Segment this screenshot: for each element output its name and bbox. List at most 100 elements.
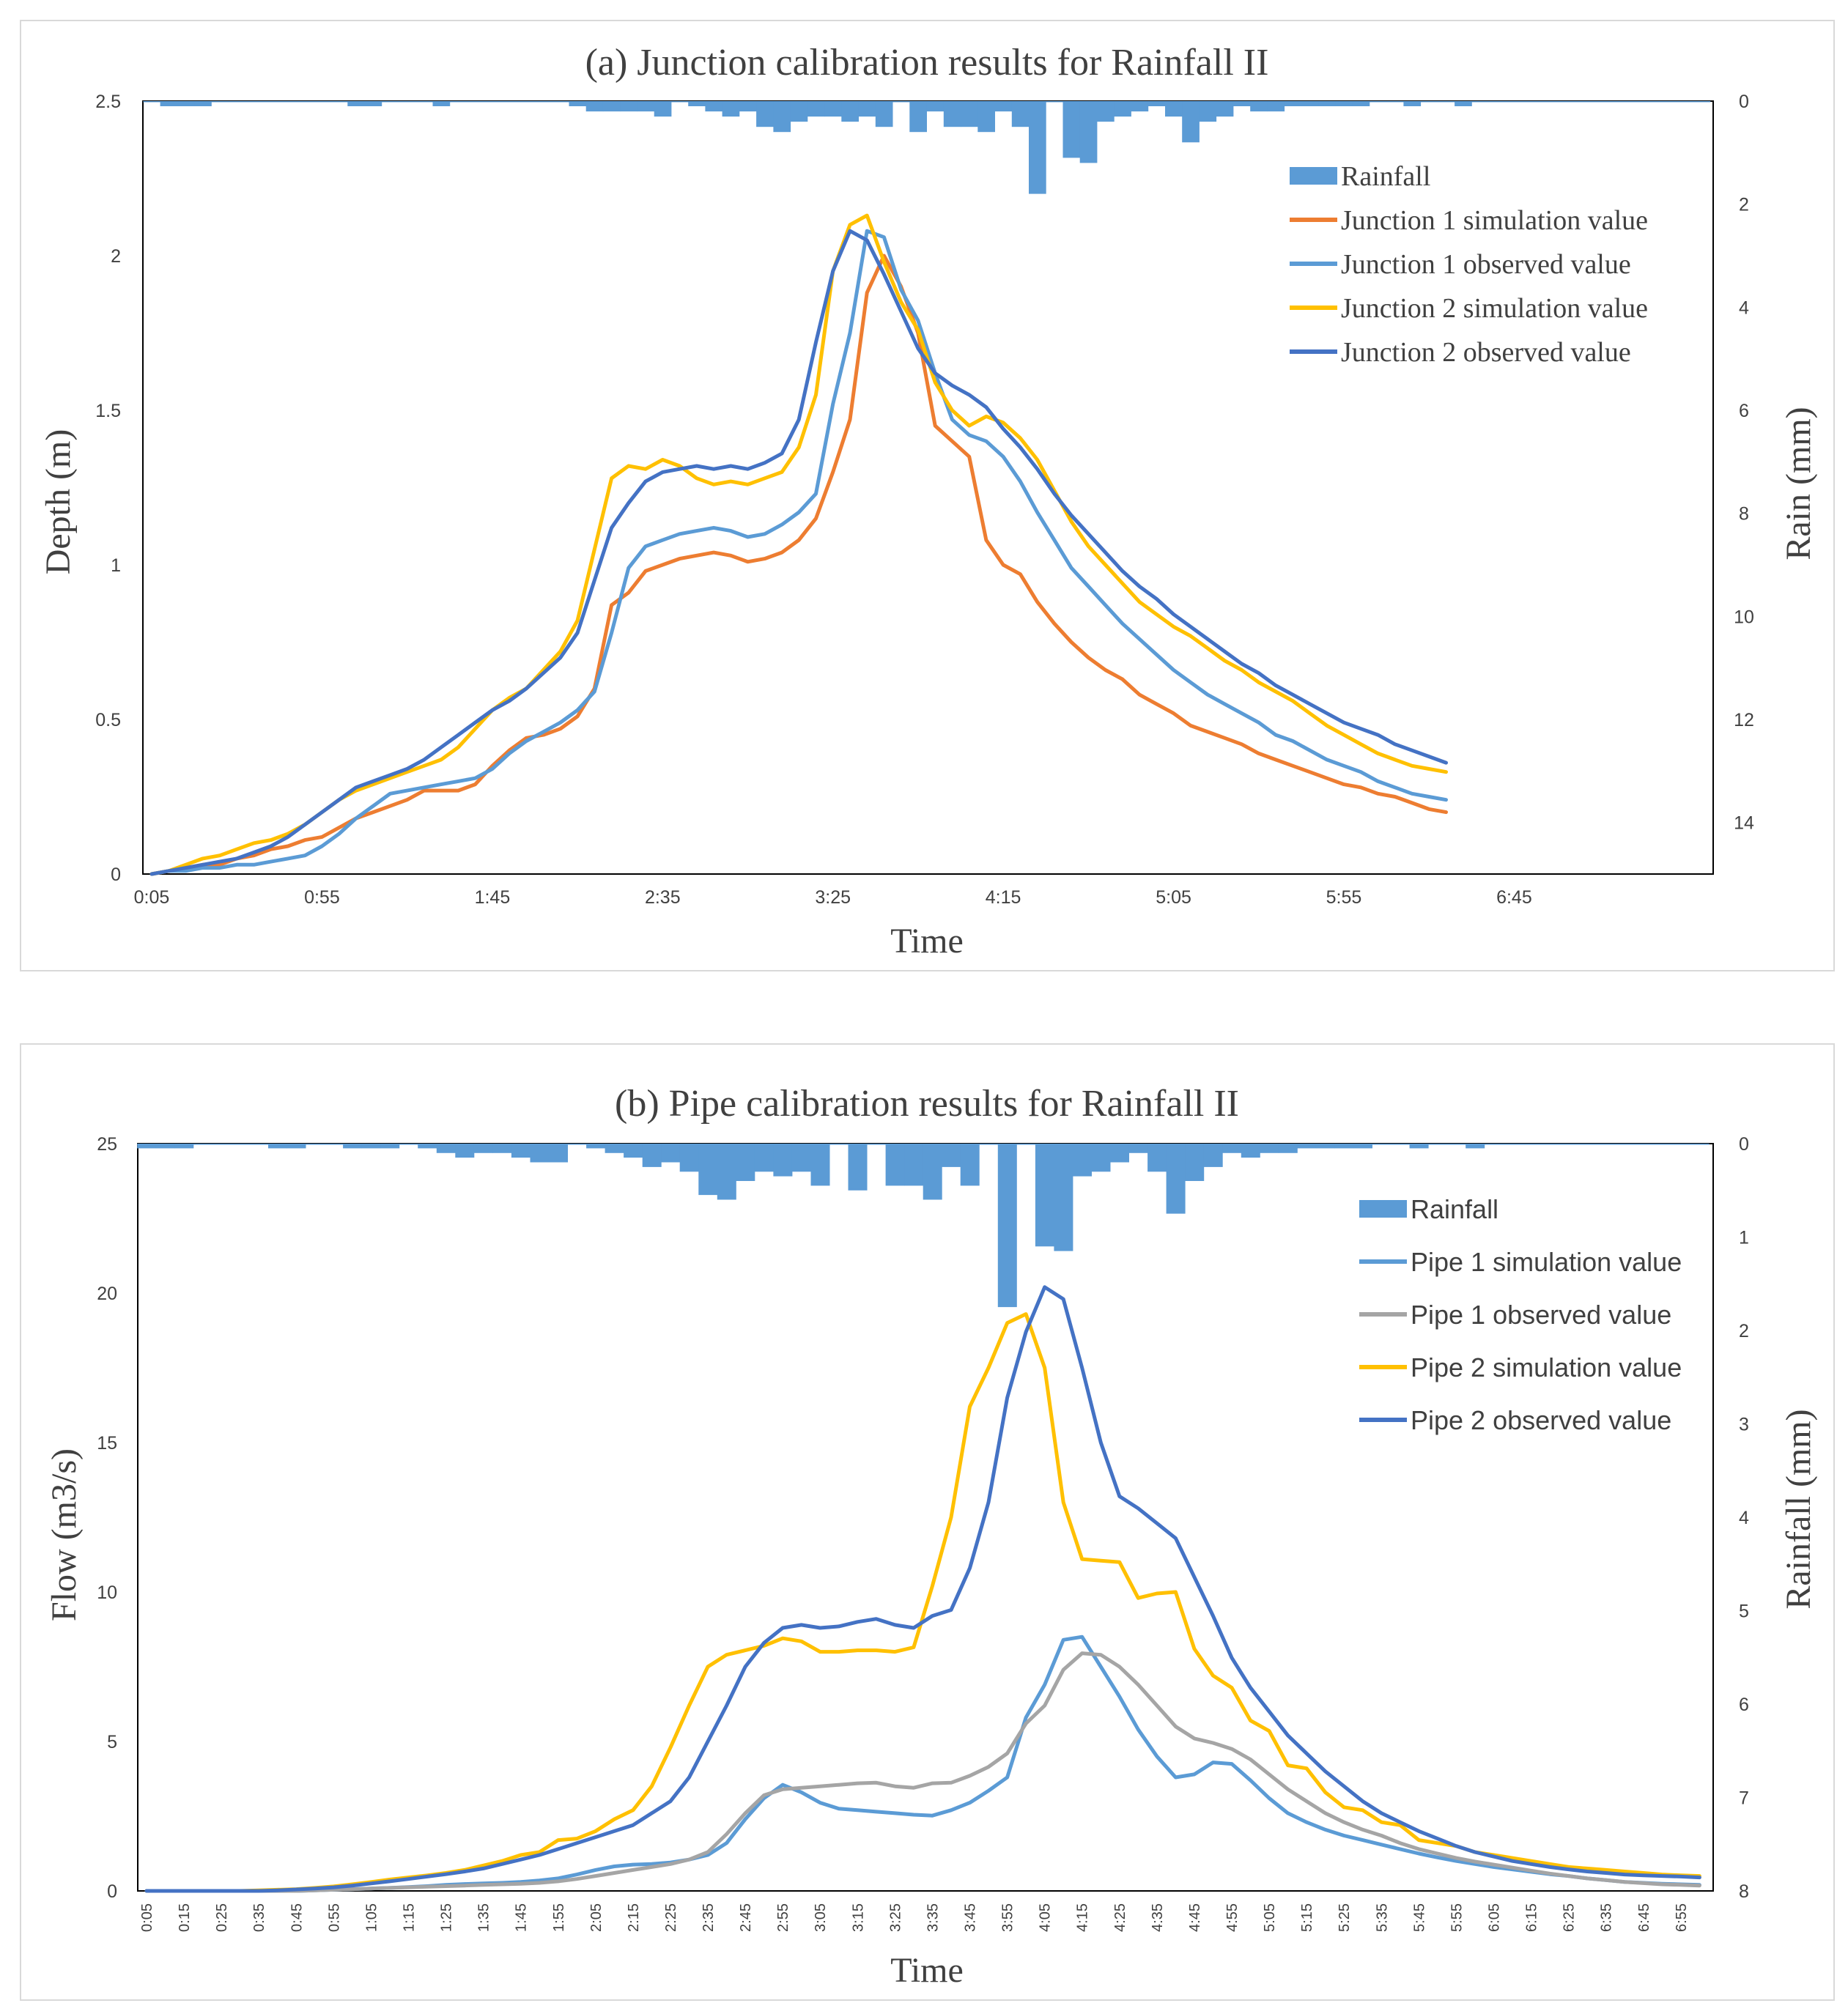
rainfall-bar [1503, 1144, 1523, 1145]
rainfall-bar [1250, 101, 1268, 112]
series-line-3 [149, 213, 1448, 876]
rainfall-bar [717, 1144, 736, 1200]
rainfall-bar [977, 101, 995, 133]
x-tick-label: 1:45 [475, 887, 511, 908]
x-tick-label: 5:55 [1449, 1903, 1465, 1932]
y2-tick-label: 8 [1739, 1881, 1749, 1902]
rainfall-bar [1091, 1144, 1111, 1172]
y2-tick-label: 6 [1739, 1695, 1749, 1715]
rainfall-bar [1521, 1144, 1541, 1145]
rainfall-bar [1559, 1144, 1578, 1145]
rainfall-bar [1573, 101, 1592, 103]
rainfall-bar [1182, 101, 1200, 143]
rainfall-bar [867, 1144, 887, 1145]
legend-label: Pipe 1 simulation value [1411, 1247, 1682, 1277]
rainfall-bar [942, 1144, 961, 1167]
rainfall-bar [1241, 1144, 1260, 1158]
panel-a-rainfall-bars [143, 101, 1711, 194]
rainfall-bar [268, 1144, 287, 1149]
y2-tick-label: 2 [1739, 1321, 1749, 1341]
y-tick-label: 15 [97, 1433, 117, 1454]
x-tick-label: 0:15 [177, 1903, 193, 1932]
x-tick-label: 0:05 [134, 887, 170, 908]
rainfall-bar [1671, 1144, 1691, 1145]
rainfall-bar [722, 101, 740, 117]
rainfall-bar [1315, 1144, 1335, 1149]
rainfall-bar [306, 1144, 325, 1145]
rainfall-bar [1297, 1144, 1317, 1149]
rainfall-bar [654, 101, 672, 117]
x-tick-label: 3:05 [813, 1903, 829, 1932]
y2-tick-label: 0 [1739, 1134, 1749, 1155]
x-tick-label: 5:55 [1326, 887, 1362, 908]
rainfall-bar [552, 101, 569, 103]
rainfall-bar [380, 1144, 400, 1149]
rainfall-bar [432, 101, 451, 106]
rainfall-bar [313, 101, 331, 103]
x-tick-label: 3:25 [887, 1903, 903, 1932]
rainfall-bar [418, 1144, 437, 1149]
rainfall-bar [585, 101, 604, 112]
rainfall-bar [1046, 101, 1063, 103]
rainfall-bar [1403, 101, 1422, 106]
rainfall-bar [399, 1144, 418, 1145]
rainfall-bar [177, 101, 195, 106]
rainfall-bar [1203, 1144, 1223, 1167]
rainfall-bar [155, 1144, 175, 1149]
rainfall-bar [473, 1144, 493, 1153]
rainfall-bar [624, 1144, 643, 1158]
x-tick-label: 6:15 [1524, 1903, 1540, 1932]
rainfall-bar [1634, 1144, 1653, 1145]
y-tick-label: 0 [107, 1881, 117, 1902]
rainfall-bar [1466, 1144, 1485, 1149]
legend-label: Rainfall [1341, 161, 1430, 192]
rainfall-bar [1428, 1144, 1448, 1145]
x-tick-label: 4:15 [986, 887, 1021, 908]
rainfall-bar [790, 101, 808, 122]
rainfall-bar [262, 101, 280, 103]
rainfall-bar [1334, 1144, 1354, 1149]
x-tick-label: 3:55 [1000, 1903, 1016, 1932]
rainfall-bar [230, 1144, 250, 1145]
rainfall-bar [661, 1144, 681, 1163]
rainfall-bar [361, 1144, 381, 1149]
panel-b-series-lines [144, 1285, 1701, 1893]
rainfall-bar [228, 101, 246, 103]
y-tick-label: 5 [107, 1732, 117, 1752]
series-line-4 [149, 229, 1448, 876]
rainfall-bar [642, 1144, 662, 1167]
rainfall-bar [415, 101, 433, 103]
x-tick-label: 6:45 [1636, 1903, 1652, 1932]
x-tick-label: 2:25 [663, 1903, 679, 1932]
rainfall-bar [1484, 1144, 1504, 1145]
rainfall-bar [1232, 101, 1251, 106]
rainfall-bar [535, 101, 552, 103]
rainfall-bar [347, 101, 365, 106]
panel-a-series-lines [149, 213, 1448, 876]
y-tick-label: 0.5 [95, 710, 121, 730]
rainfall-bar [530, 1144, 550, 1163]
rainfall-bar [193, 1144, 212, 1145]
rainfall-bar [1446, 1144, 1466, 1145]
rainfall-bar [1035, 1144, 1054, 1247]
x-tick-label: 5:25 [1337, 1903, 1353, 1932]
rainfall-bar [736, 1144, 755, 1181]
rainfall-bar [1062, 101, 1081, 158]
rainfall-bar [1260, 1144, 1279, 1153]
rainfall-bar [467, 101, 484, 103]
x-tick-label: 2:05 [588, 1903, 605, 1932]
panel-a-frame [20, 20, 1835, 971]
rainfall-bar [1369, 101, 1387, 103]
y-tick-label: 25 [97, 1134, 117, 1155]
rainfall-bar [1391, 1144, 1410, 1145]
x-tick-label: 4:15 [1075, 1903, 1091, 1932]
x-tick-label: 1:55 [551, 1903, 567, 1932]
legend-label: Pipe 2 simulation value [1411, 1352, 1682, 1382]
x-tick-label: 1:05 [363, 1903, 380, 1932]
legend-label: Junction 2 simulation value [1341, 293, 1648, 324]
rainfall-bar [961, 101, 978, 127]
x-tick-label: 4:35 [1150, 1903, 1166, 1932]
rainfall-bar [997, 1144, 1017, 1308]
rainfall-bar [1335, 101, 1353, 106]
y2-tick-label: 3 [1739, 1415, 1749, 1435]
